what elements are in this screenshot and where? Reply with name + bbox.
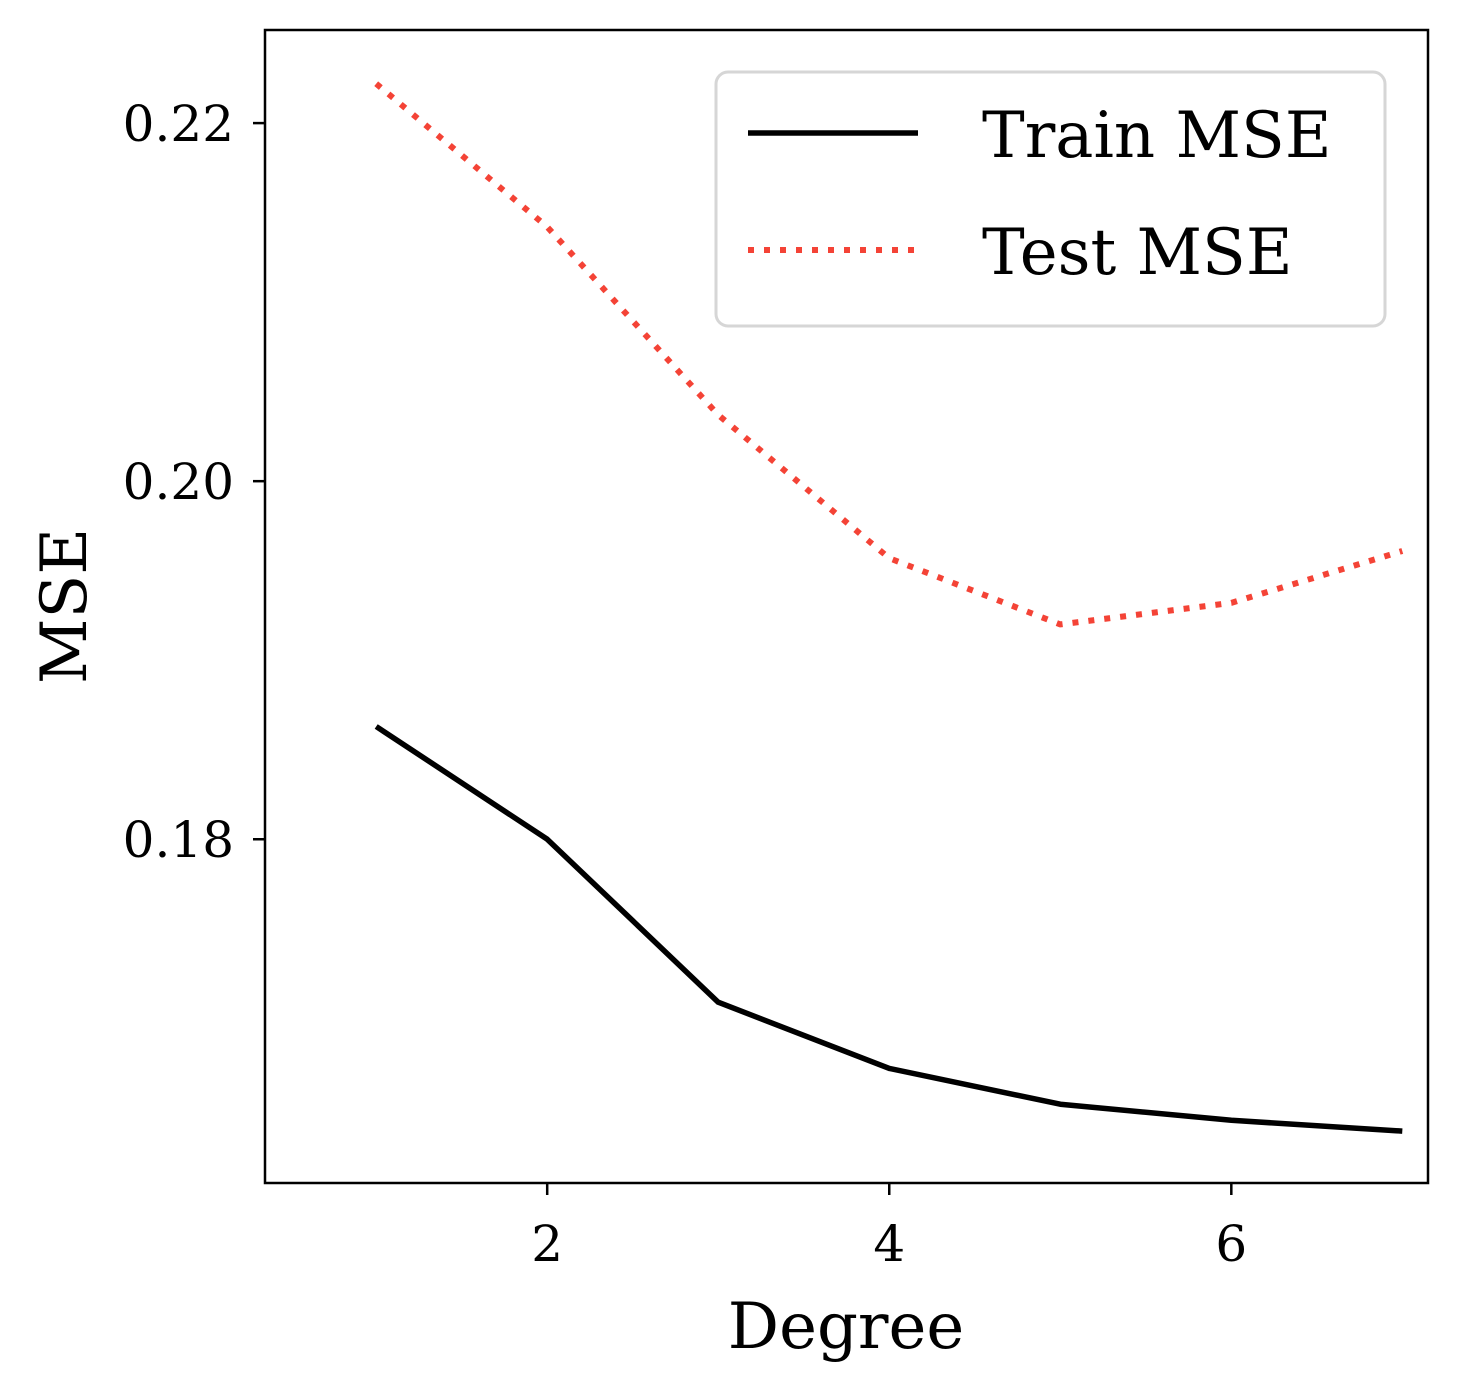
legend-items: Train MSE Test MSE [748, 99, 1332, 290]
x-tick-label: 6 [1215, 1215, 1247, 1273]
x-tick-label: 2 [531, 1215, 563, 1273]
x-axis-ticks: 2 4 6 [531, 1183, 1247, 1273]
x-tick-label: 4 [873, 1215, 905, 1273]
series-line-1 [374, 724, 1403, 1134]
series-line-2 [374, 81, 1404, 628]
y-tick-label: 0.22 [123, 95, 234, 153]
y-tick-label: 0.20 [123, 453, 234, 511]
series-layer [374, 81, 1404, 1134]
legend-label-2: Test MSE [982, 216, 1293, 290]
y-axis-title: MSE [28, 528, 102, 684]
plot-frame [263, 28, 1430, 1185]
legend-label-1: Train MSE [982, 99, 1332, 173]
y-tick-label: 0.18 [123, 811, 234, 869]
legend: Train MSE Test MSE [714, 70, 1387, 328]
y-axis-ticks: 0.18 0.20 0.22 [123, 95, 265, 869]
x-axis-title: Degree [728, 1290, 965, 1364]
